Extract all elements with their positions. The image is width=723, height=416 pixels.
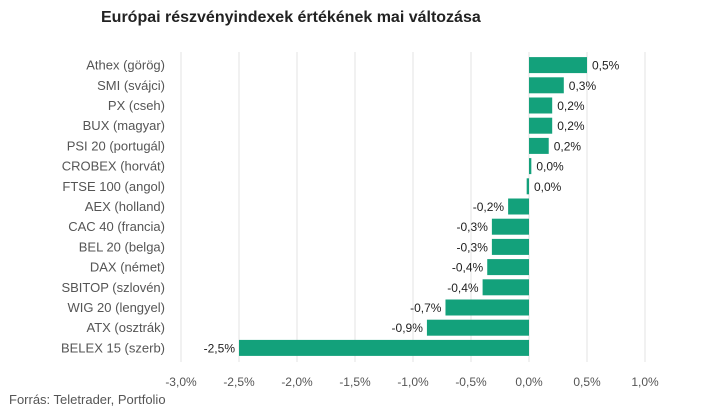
value-label: 0,2% (554, 139, 582, 153)
x-tick-label: -3,0% (165, 375, 197, 389)
category-label: CAC 40 (francia) (68, 219, 165, 234)
category-label: PX (cseh) (108, 98, 165, 113)
value-label: 0,0% (534, 180, 562, 194)
value-label: 0,2% (557, 119, 585, 133)
bar (487, 259, 529, 276)
value-label: -2,5% (204, 341, 236, 355)
category-label: SMI (svájci) (97, 78, 165, 93)
value-label: -0,3% (457, 220, 489, 234)
value-label: -0,7% (410, 301, 442, 315)
value-label: -0,2% (473, 200, 505, 214)
bar (529, 97, 553, 114)
category-label: BEL 20 (belga) (79, 239, 165, 254)
category-label: AEX (holland) (85, 199, 165, 214)
value-label: -0,9% (392, 321, 424, 335)
bar (529, 77, 564, 94)
x-tick-label: -1,0% (397, 375, 429, 389)
value-label: 0,3% (569, 79, 597, 93)
x-tick-label: 1,0% (631, 375, 659, 389)
x-tick-label: -2,0% (281, 375, 313, 389)
bar (529, 57, 587, 74)
value-label: -0,4% (447, 281, 479, 295)
bar (529, 158, 532, 175)
category-label: Athex (görög) (86, 58, 165, 73)
value-label: -0,3% (457, 240, 489, 254)
bar (426, 319, 529, 336)
chart-title: Európai részvényindexek értékének mai vá… (101, 9, 481, 26)
bar (491, 238, 529, 255)
value-label: 0,0% (536, 160, 564, 174)
bar (529, 137, 549, 154)
x-tick-label: -2,5% (223, 375, 255, 389)
category-label: BUX (magyar) (83, 118, 165, 133)
bar (529, 117, 553, 134)
category-label: CROBEX (horvát) (62, 159, 165, 174)
bar (508, 198, 529, 215)
category-labels: Athex (görög) SMI (svájci) PX (cseh) BUX (m… (61, 58, 165, 356)
category-label: PSI 20 (portugál) (67, 138, 165, 153)
x-tick-label: 0,5% (573, 375, 601, 389)
value-label: -0,4% (452, 261, 484, 275)
bar (491, 218, 529, 235)
bar (239, 339, 529, 356)
bar-chart: Athex (görög) SMI (svájci) PX (cseh) BUX (m… (61, 52, 659, 389)
x-axis-tick-labels: -3,0% -2,5% -2,0% -1,5% -1,0% -0,5% 0,0% 0,5% 1,… (165, 375, 659, 389)
value-label: 0,5% (592, 59, 620, 73)
category-label: ATX (osztrák) (87, 320, 166, 335)
value-labels: 0,5% 0,3% 0,2% 0,2% 0,2% 0,0% 0,0% -0,2% -0,3% -0… (204, 59, 620, 356)
x-tick-label: 0,0% (515, 375, 543, 389)
category-label: WIG 20 (lengyel) (67, 300, 165, 315)
value-label: 0,2% (557, 99, 585, 113)
category-label: SBITOP (szlovén) (61, 280, 165, 295)
category-label: FTSE 100 (angol) (62, 179, 165, 194)
category-label: BELEX 15 (szerb) (61, 340, 165, 355)
bar (482, 279, 529, 296)
source-note: Forrás: Teletrader, Portfolio (9, 392, 166, 407)
category-label: DAX (német) (90, 260, 165, 275)
x-tick-label: -0,5% (455, 375, 487, 389)
x-tick-label: -1,5% (339, 375, 371, 389)
bar (445, 299, 529, 316)
bars (239, 57, 587, 356)
bar (526, 178, 529, 195)
